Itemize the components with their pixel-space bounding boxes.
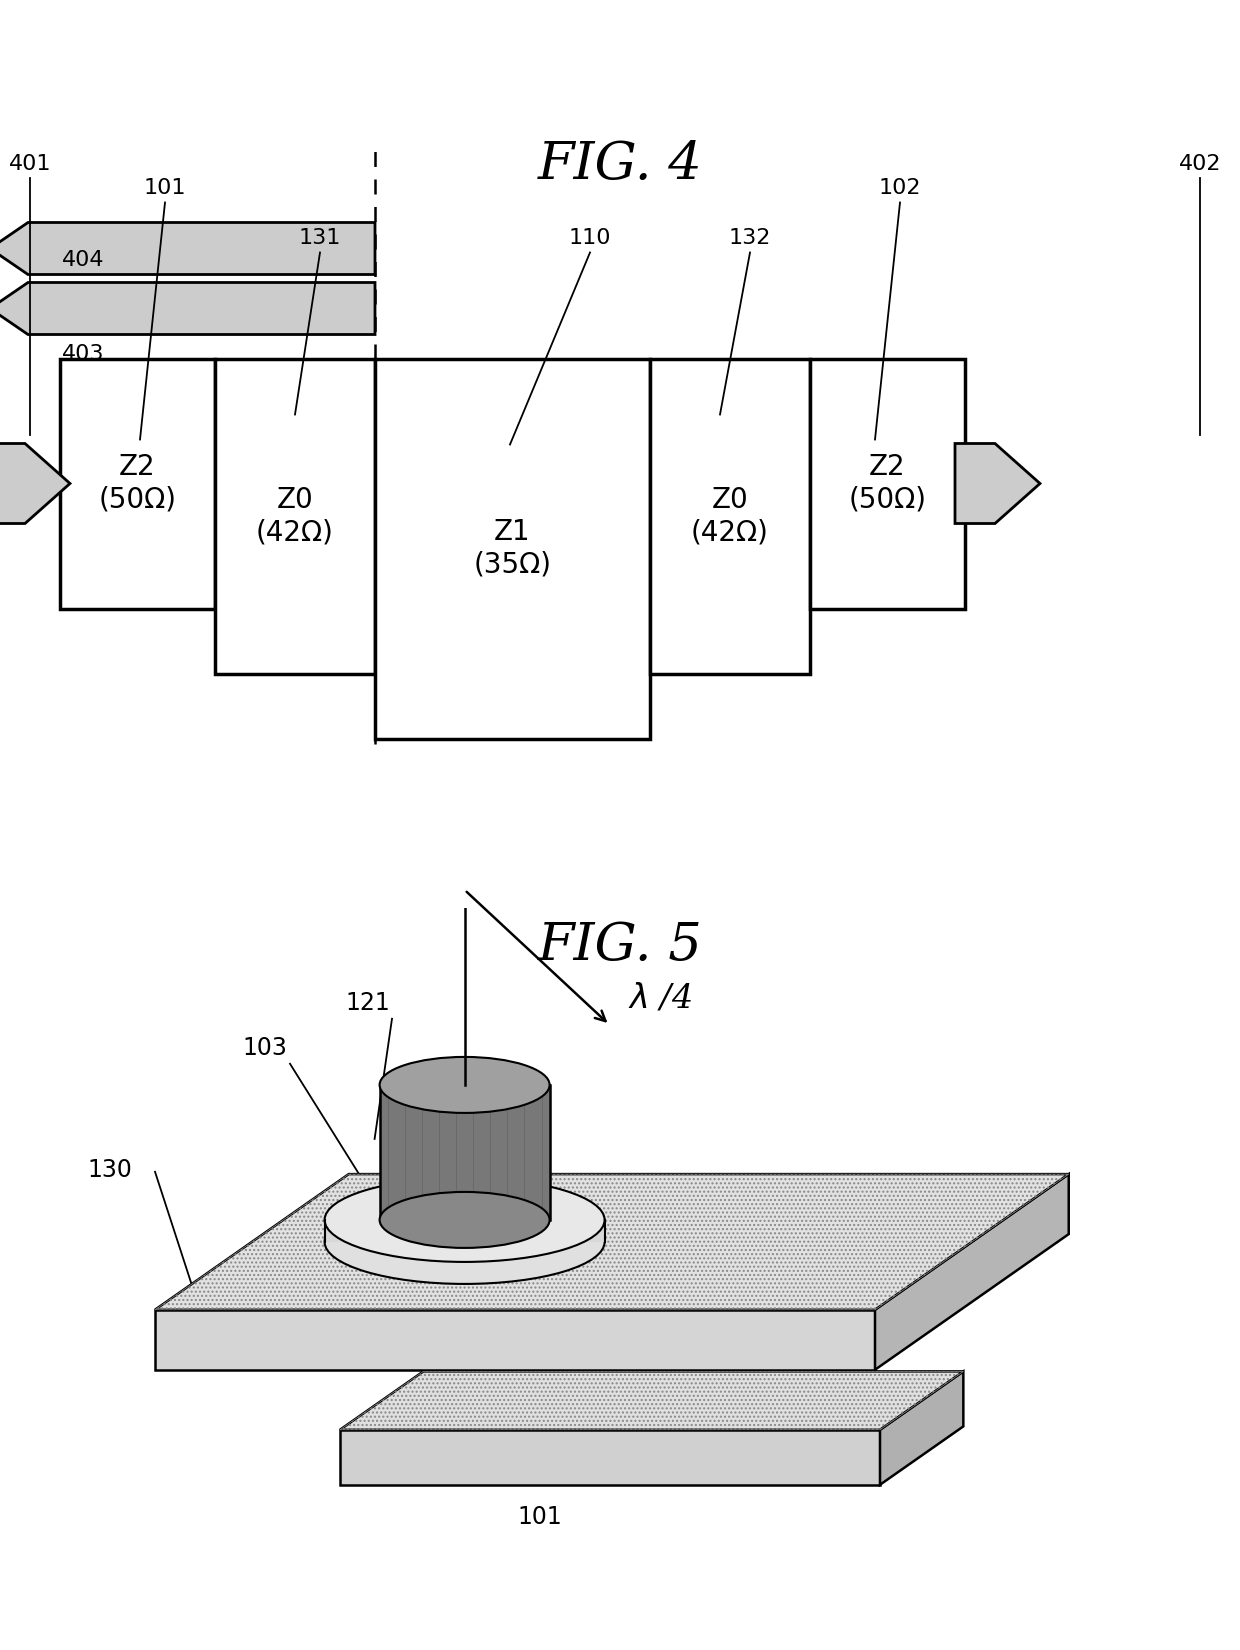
Ellipse shape — [379, 1191, 549, 1247]
Text: 102: 102 — [879, 178, 921, 198]
Polygon shape — [155, 1310, 875, 1370]
Text: 101: 101 — [517, 1505, 563, 1530]
Text: Z1
(35Ω): Z1 (35Ω) — [474, 518, 552, 579]
FancyArrow shape — [0, 223, 374, 274]
Text: 110: 110 — [569, 228, 611, 249]
Text: FIG. 4: FIG. 4 — [538, 139, 702, 190]
Text: 132: 132 — [729, 228, 771, 249]
Text: 404: 404 — [62, 251, 104, 271]
FancyArrow shape — [0, 444, 69, 523]
Text: 402: 402 — [1179, 153, 1221, 173]
Text: Z0
(42Ω): Z0 (42Ω) — [691, 485, 769, 546]
Text: 121: 121 — [345, 990, 391, 1015]
Ellipse shape — [325, 1178, 605, 1262]
Bar — [810, 358, 965, 609]
Bar — [374, 358, 650, 739]
FancyArrow shape — [955, 444, 1040, 523]
Text: Z2
(50Ω): Z2 (50Ω) — [848, 454, 926, 513]
Text: 101: 101 — [144, 178, 186, 198]
Text: 131: 131 — [299, 228, 341, 249]
Polygon shape — [340, 1431, 880, 1485]
Polygon shape — [340, 1371, 963, 1431]
Text: $\lambda$ /4: $\lambda$ /4 — [627, 983, 692, 1015]
Bar — [650, 358, 810, 673]
Text: 401: 401 — [9, 153, 51, 173]
Polygon shape — [325, 1219, 605, 1242]
Polygon shape — [379, 1086, 549, 1219]
Bar — [215, 358, 374, 673]
Text: 103: 103 — [243, 1036, 288, 1059]
Polygon shape — [880, 1371, 963, 1485]
Bar — [60, 358, 215, 609]
Polygon shape — [875, 1175, 1069, 1370]
Text: Z0
(42Ω): Z0 (42Ω) — [257, 485, 334, 546]
Text: Z2
(50Ω): Z2 (50Ω) — [98, 454, 176, 513]
Text: 130: 130 — [88, 1158, 133, 1181]
Polygon shape — [155, 1175, 1069, 1310]
FancyArrow shape — [0, 282, 374, 335]
Text: 403: 403 — [62, 345, 104, 365]
Ellipse shape — [325, 1200, 605, 1284]
Ellipse shape — [379, 1058, 549, 1112]
Text: FIG. 5: FIG. 5 — [538, 919, 702, 970]
